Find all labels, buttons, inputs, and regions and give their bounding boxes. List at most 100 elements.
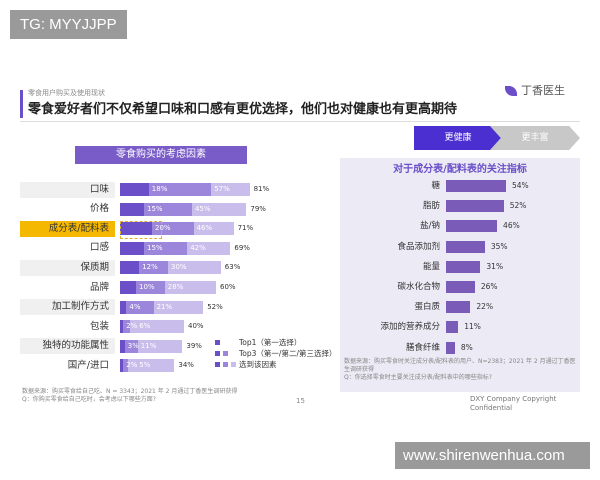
bar-segment-top1: [120, 183, 149, 196]
top3-label: 11%: [140, 341, 157, 350]
bar-segment-top1: [120, 261, 140, 275]
bar-segment-top3: [144, 202, 192, 216]
bar: [446, 301, 471, 314]
left-note: 数据来源：购买零食给自己吃、N = 3343；2021 年 2 月通过丁香医生调…: [22, 388, 238, 403]
footer-tag: www.shirenwenhua.com: [395, 442, 590, 469]
bar-segment-selected: [129, 320, 184, 334]
total-label: 71%: [237, 224, 254, 233]
category-label: 脂肪: [422, 201, 440, 212]
total-label: 63%: [224, 263, 241, 272]
legend: Top1（第一选择） Top3（第一/第二/第三选择） 选到该因素: [215, 337, 336, 370]
top3-label: 21%: [156, 302, 173, 311]
title-accent: [20, 90, 23, 118]
bar-segment-top3: [148, 183, 212, 196]
category-label: 包装: [89, 320, 109, 332]
bar-segment-top3: [126, 300, 154, 314]
total-label: 79%: [250, 204, 266, 213]
bar-segment-top3: [123, 359, 128, 373]
top1-label: 20%: [155, 224, 171, 233]
bar-segment-selected: [153, 300, 204, 314]
category-label: 加工制作方式: [20, 299, 115, 316]
value-label: 52%: [509, 201, 527, 211]
top3-label: 42%: [190, 243, 206, 252]
divider: [20, 121, 580, 122]
category-label: 保质期: [20, 259, 115, 276]
bar: [446, 321, 459, 334]
category-label: 国产/进口: [67, 359, 109, 371]
category-label: 糖: [431, 181, 440, 191]
bar: [446, 260, 481, 273]
bar-segment-selected: [137, 339, 183, 353]
bar-segment-selected: [193, 222, 234, 236]
category-label: 碳水化合物: [397, 282, 440, 292]
bar-segment-top3: [136, 281, 165, 294]
bar-segment-top1: [120, 359, 124, 373]
tab-healthier[interactable]: 更健康: [414, 126, 502, 150]
category-label: 独特的功能属性: [20, 338, 115, 355]
legend-top3: Top3（第一/第二/第三选择）: [215, 348, 336, 359]
total-label: 81%: [253, 185, 270, 193]
section-subtitle: 零食用户购买及使用现状: [28, 89, 105, 97]
value-label: 11%: [464, 322, 481, 332]
bar: [446, 240, 485, 253]
category-label: 价格: [89, 203, 109, 215]
top1-label: 15%: [147, 243, 163, 252]
bar-segment-top1: [120, 222, 152, 236]
left-chart-title: 零食购买的考虑因素: [75, 146, 247, 164]
total-label: 60%: [220, 283, 236, 291]
top3-label: 28%: [167, 283, 184, 291]
top1-label: 2%: [126, 322, 138, 331]
top3-label: 5%: [139, 361, 151, 370]
logo: 丁香医生: [505, 84, 565, 97]
top1-label: 3%: [127, 341, 139, 350]
value-label: 54%: [511, 181, 529, 190]
value-label: 26%: [480, 282, 498, 291]
right-panel: [340, 158, 580, 392]
page-number: 15: [296, 397, 305, 405]
bar: [446, 281, 475, 293]
category-label: 口味: [20, 181, 115, 198]
total-label: 52%: [207, 302, 223, 311]
legend-selected: 选到该因素: [215, 359, 336, 370]
right-chart-title: 对于成分表/配料表的关注指标: [393, 164, 527, 175]
bar: [446, 200, 504, 213]
page-title: 零食爱好者们不仅希望口味和口感有更优选择，他们也对健康也有更高期待: [28, 102, 458, 117]
value-label: 8%: [460, 342, 473, 352]
top1-label: 4%: [129, 302, 141, 311]
legend-top1: Top1（第一选择）: [215, 337, 336, 348]
bar-segment-top3: [152, 222, 194, 236]
category-label: 品牌: [89, 281, 109, 293]
bar-segment-top1: [120, 320, 124, 334]
bar-segment-top1: [120, 339, 125, 353]
bar-segment-top3: [139, 261, 168, 275]
logo-text: 丁香医生: [521, 84, 565, 97]
bar-segment-selected: [168, 261, 221, 275]
category-label: 能量: [422, 261, 440, 272]
bar: [446, 341, 455, 354]
top1-label: 10%: [139, 283, 155, 291]
top3-label: 6%: [139, 322, 151, 331]
total-label: 69%: [234, 243, 250, 252]
bar-segment-top3: [124, 339, 138, 353]
category-label: 成分表/配料表: [20, 220, 115, 237]
tab-richer[interactable]: 更丰富: [490, 126, 580, 150]
bar-segment-selected: [128, 359, 175, 373]
bar-segment-selected: [211, 183, 250, 196]
bar-segment-top1: [120, 300, 127, 314]
bar-segment-top3: [144, 241, 188, 255]
category-label: 食品添加剂: [397, 241, 440, 252]
total-label: 34%: [178, 361, 194, 370]
top1-label: 18%: [151, 185, 168, 193]
bar-segment-top1: [120, 281, 136, 294]
total-label: 39%: [186, 341, 202, 350]
bar-segment-selected: [192, 202, 247, 216]
highlight-box: [120, 221, 162, 239]
leaf-icon: [505, 85, 517, 96]
total-label: 40%: [188, 322, 204, 331]
category-label: 蛋白质: [414, 302, 440, 313]
overlay-tag: TG: MYYJJPP: [10, 10, 127, 39]
bar-segment-top3: [123, 320, 130, 334]
right-note: 数据来源：购买零食时关注成分表/配料表的用户、N=2383；2021 年 2 月…: [344, 358, 576, 381]
category-label: 盐/钠: [420, 221, 440, 232]
bar-segment-selected: [164, 281, 216, 294]
